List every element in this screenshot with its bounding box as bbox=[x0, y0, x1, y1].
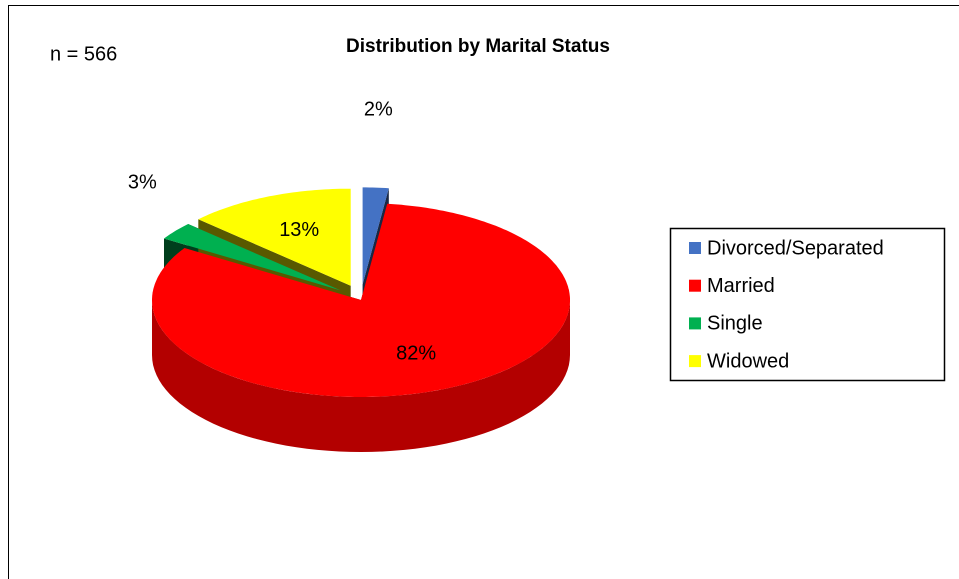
slice bbox=[152, 203, 570, 397]
chart-frame bbox=[8, 5, 959, 579]
legend-label: Single bbox=[707, 313, 763, 335]
legend-swatch bbox=[689, 279, 701, 292]
legend-items: Divorced/Separated Married Single Widowed bbox=[689, 237, 884, 372]
data-label: 2% bbox=[364, 98, 393, 120]
legend-swatch bbox=[689, 317, 701, 330]
legend-label: Widowed bbox=[707, 350, 789, 372]
legend-label: Married bbox=[707, 275, 775, 297]
data-label: 82% bbox=[396, 343, 436, 365]
legend-swatch bbox=[689, 242, 701, 254]
slice bbox=[198, 188, 351, 286]
legend bbox=[669, 227, 946, 382]
legend-label: Divorced/Separated bbox=[707, 237, 884, 259]
slice-side bbox=[152, 300, 570, 452]
slice bbox=[164, 224, 341, 291]
chart-title: Distribution by Marital Status bbox=[346, 36, 610, 57]
slice bbox=[362, 187, 389, 285]
data-label: 3% bbox=[128, 172, 157, 194]
annotation: n = 566 bbox=[50, 43, 117, 65]
pie: 2% 82% 3% 13% bbox=[128, 98, 570, 452]
data-label: 13% bbox=[279, 219, 319, 241]
legend-swatch bbox=[689, 355, 701, 368]
